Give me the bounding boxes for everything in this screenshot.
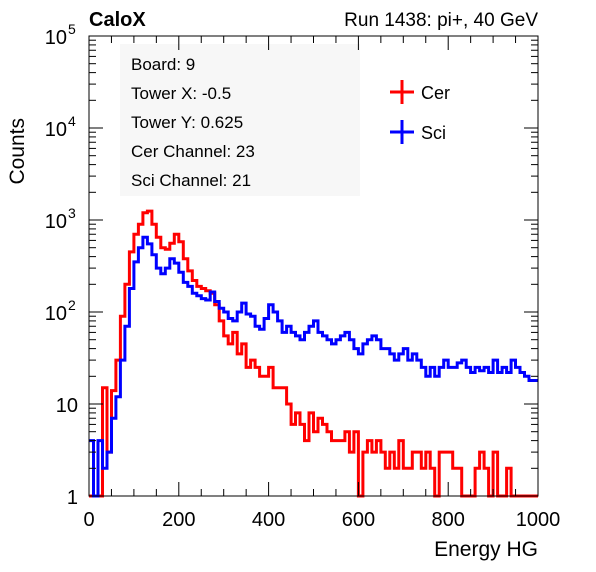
legend-entry-cer: Cer	[390, 80, 450, 104]
legend: Cer Sci	[390, 80, 450, 144]
run-info-label: Run 1438: pi+, 40 GeV	[344, 10, 538, 31]
info-board: Board: 9	[131, 55, 195, 74]
y-tick-label: 10	[45, 27, 67, 49]
y-tick-label: 10	[45, 211, 67, 233]
y-tick-exponent: 4	[68, 113, 76, 129]
x-tick-label: 0	[83, 509, 94, 531]
x-tick-label: 400	[252, 509, 285, 531]
x-tick-label: 1000	[516, 509, 561, 531]
legend-sci-label: Sci	[421, 123, 446, 143]
info-sci-channel: Sci Channel: 21	[131, 171, 251, 190]
y-tick-label: 1	[67, 487, 78, 509]
series-cer-line	[89, 209, 538, 498]
y-tick-exponent: 5	[68, 21, 76, 37]
info-tower-x: Tower X: -0.5	[131, 84, 231, 103]
series-layer	[89, 209, 538, 498]
y-tick-label: 10	[45, 303, 67, 325]
legend-entry-sci: Sci	[390, 120, 446, 144]
x-tick-label: 800	[432, 509, 465, 531]
x-tick-label: 600	[342, 509, 375, 531]
y-tick-label: 10	[45, 119, 67, 141]
series-sci-line	[89, 235, 538, 498]
y-tick-exponent: 2	[68, 297, 76, 313]
info-box	[120, 44, 360, 196]
x-axis-title: Energy HG	[434, 538, 538, 561]
y-tick-exponent: 3	[68, 205, 76, 221]
x-tick-label: 200	[162, 509, 195, 531]
info-tower-y: Tower Y: 0.625	[131, 113, 243, 132]
y-axis-title: Counts	[6, 118, 29, 185]
y-tick-label: 10	[56, 395, 78, 417]
brand-label: CaloX	[89, 9, 146, 31]
legend-cer-label: Cer	[421, 83, 450, 103]
info-cer-channel: Cer Channel: 23	[131, 142, 255, 161]
